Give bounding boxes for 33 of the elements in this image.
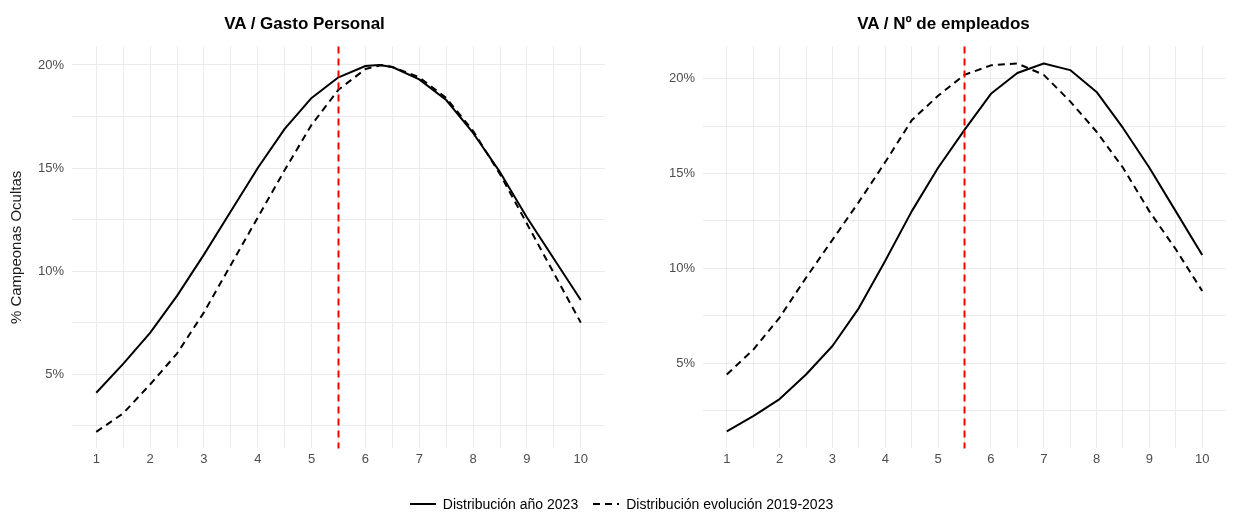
chart-title: VA / Gasto Personal [224,13,385,33]
x-tick-label: 6 [987,450,995,466]
x-tick-label: 8 [1092,450,1101,466]
x-tick-label: 1 [92,450,100,466]
x-tick-label: 8 [469,450,477,466]
x-tick-label: 5 [307,450,316,466]
x-tick-label: 1 [723,450,731,466]
x-tick-label: 3 [200,450,208,466]
y-tick-label: 10% [37,262,65,278]
y-tick-label: 10% [668,259,696,275]
x-tick-label: 3 [828,450,837,466]
x-tick-label: 4 [881,450,889,466]
y-tick-label: 5% [45,365,65,381]
y-tick-label: 15% [668,165,696,181]
x-tick-label: 2 [146,450,154,466]
y-axis-title: % Campeonas Ocultas [7,170,25,325]
x-tick-label: 9 [1145,450,1154,466]
x-tick-label: 2 [776,450,784,466]
y-tick-label: 15% [37,159,65,175]
y-tick-label: 20% [668,70,696,86]
x-tick-label: 6 [361,450,370,466]
y-tick-label: 5% [676,354,696,370]
x-tick-label: 5 [934,450,942,466]
legend-label: Distribución evolución 2019-2023 [626,496,834,512]
x-tick-label: 10 [573,450,589,466]
chart-title: VA / Nº de empleados [857,13,1030,33]
x-tick-label: 10 [1194,450,1210,466]
y-tick-label: 20% [37,56,65,72]
x-tick-label: 4 [254,450,262,466]
legend-label: Distribución año 2023 [442,496,579,512]
x-tick-label: 9 [523,450,531,466]
x-tick-label: 7 [415,450,423,466]
x-tick-label: 7 [1040,450,1048,466]
